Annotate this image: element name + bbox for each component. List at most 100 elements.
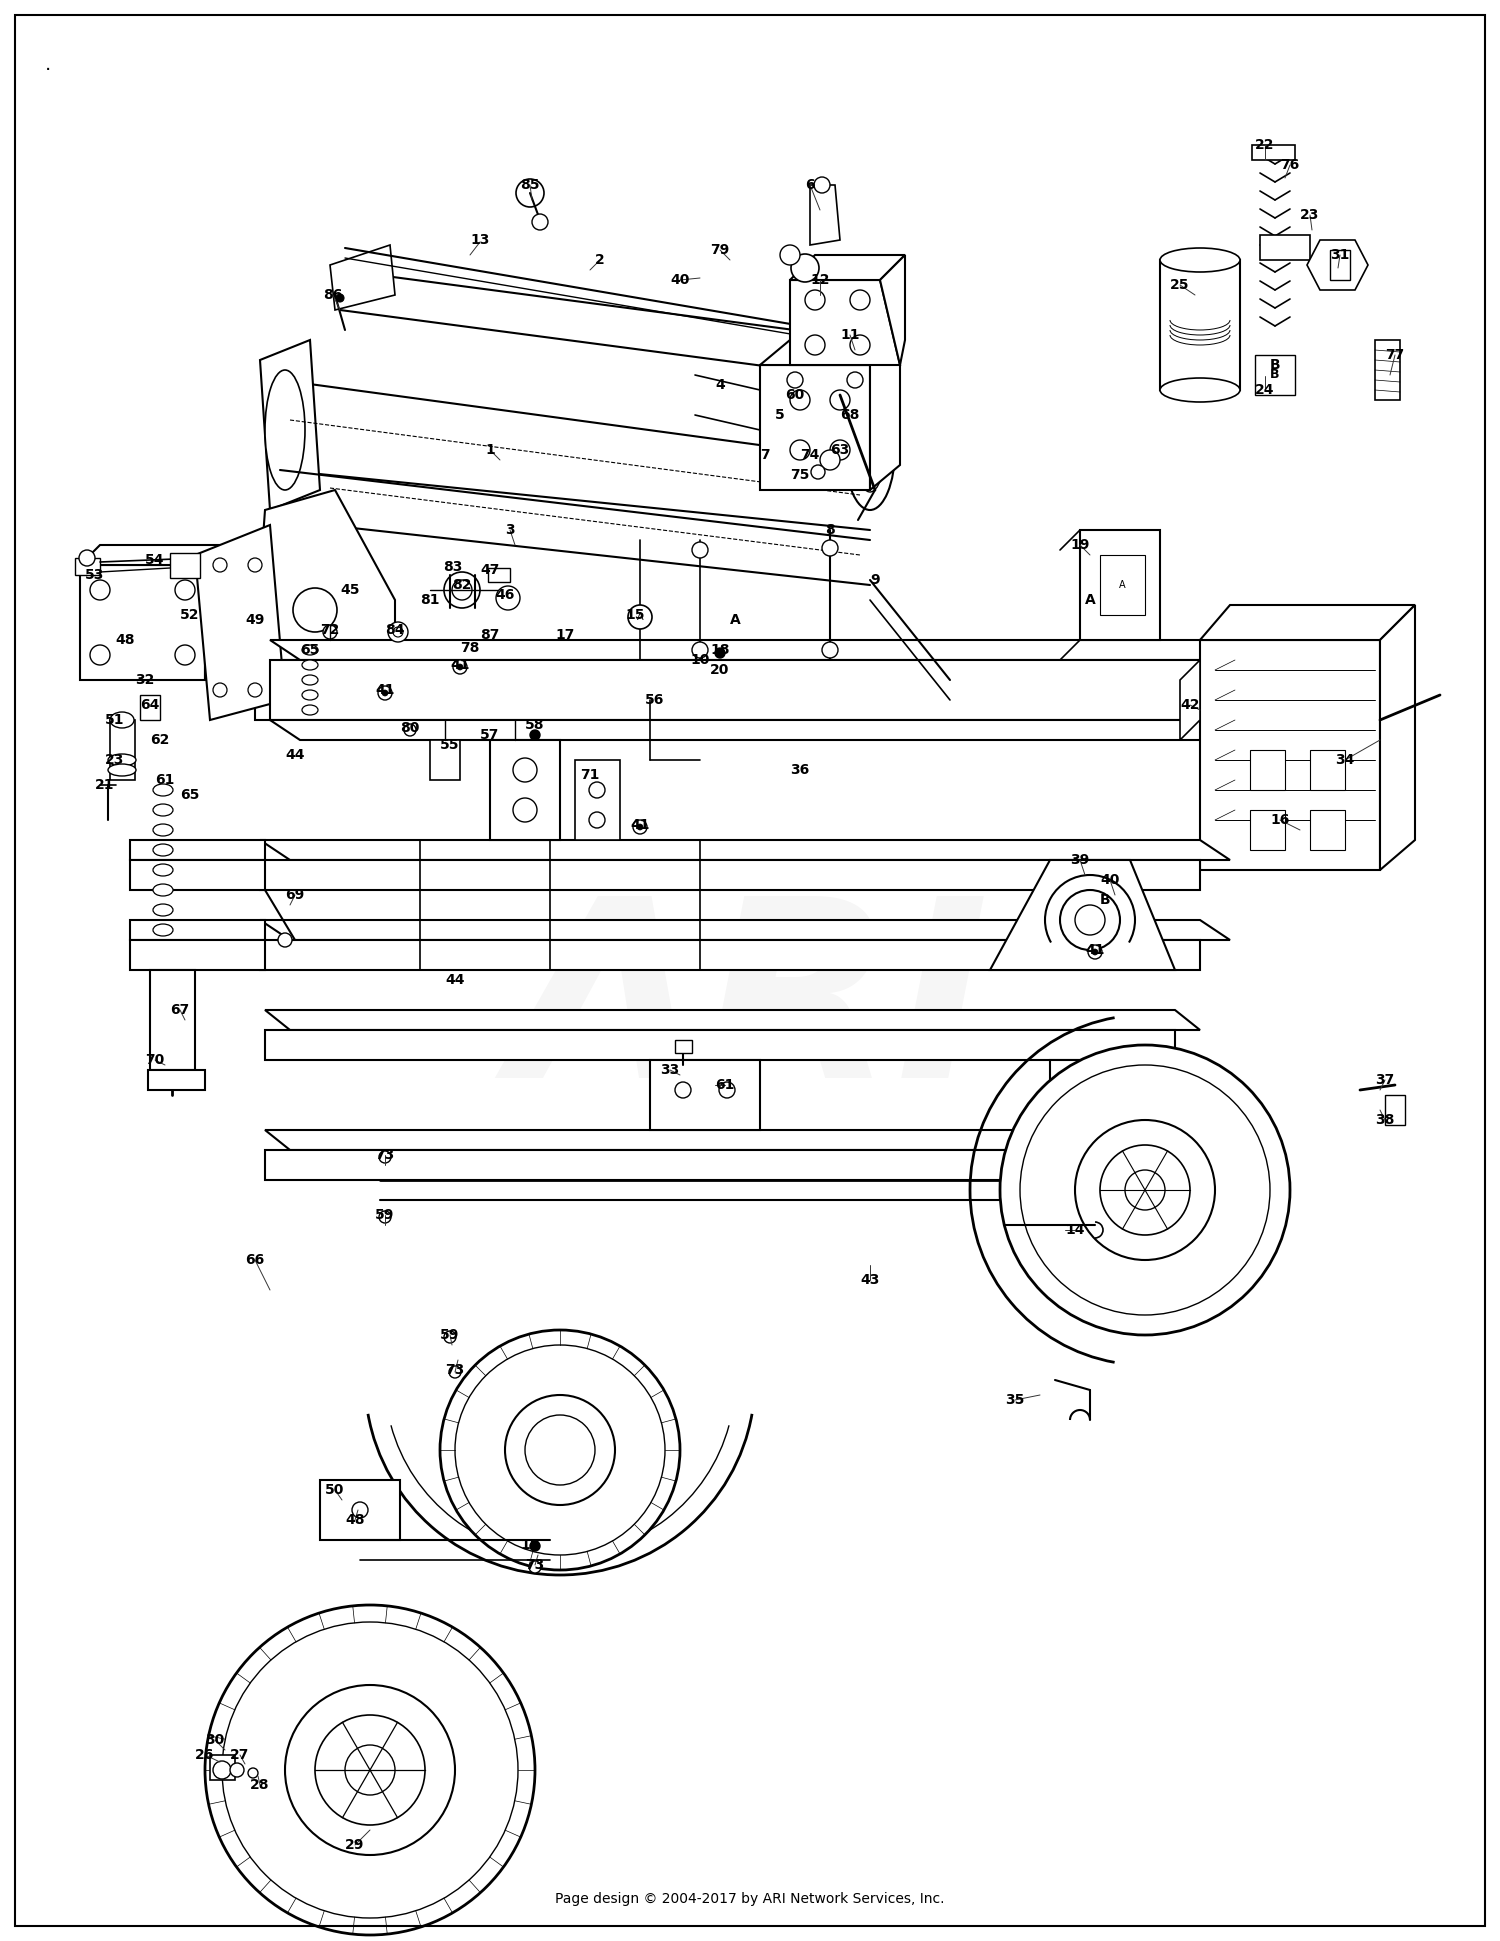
Text: 46: 46 [495, 588, 514, 602]
Polygon shape [990, 860, 1174, 970]
Circle shape [444, 1332, 456, 1343]
Text: 86: 86 [324, 287, 342, 303]
Text: 68: 68 [840, 408, 860, 421]
Text: 75: 75 [790, 468, 810, 481]
Circle shape [788, 373, 802, 388]
Circle shape [248, 557, 262, 573]
Text: 34: 34 [1335, 753, 1354, 767]
Polygon shape [266, 1149, 1174, 1180]
Text: 62: 62 [150, 734, 170, 747]
Circle shape [506, 1396, 615, 1504]
Ellipse shape [302, 675, 318, 685]
Circle shape [530, 1541, 540, 1551]
Circle shape [530, 1561, 542, 1572]
Text: 59: 59 [441, 1328, 459, 1341]
Text: 23: 23 [105, 753, 125, 767]
Polygon shape [1160, 260, 1240, 390]
Polygon shape [790, 280, 900, 365]
Circle shape [90, 580, 110, 600]
Text: 2: 2 [596, 252, 604, 268]
Text: 35: 35 [1005, 1394, 1025, 1407]
Text: 17: 17 [555, 629, 574, 642]
Circle shape [718, 1081, 735, 1099]
Circle shape [590, 811, 604, 829]
Ellipse shape [153, 905, 173, 916]
Circle shape [206, 1605, 536, 1935]
Text: 77: 77 [1386, 347, 1404, 363]
Text: 5: 5 [776, 408, 784, 421]
Polygon shape [210, 1755, 236, 1780]
Text: B: B [1269, 357, 1281, 373]
Circle shape [336, 293, 344, 303]
Polygon shape [1080, 530, 1160, 641]
Text: 22: 22 [1256, 138, 1275, 151]
Text: 45: 45 [340, 582, 360, 598]
Text: 49: 49 [246, 613, 264, 627]
Circle shape [404, 724, 416, 736]
Circle shape [176, 580, 195, 600]
Text: 51: 51 [105, 712, 125, 728]
Polygon shape [574, 761, 620, 840]
Text: 76: 76 [1281, 157, 1299, 173]
Circle shape [315, 1716, 424, 1825]
Ellipse shape [108, 753, 136, 767]
Circle shape [525, 1415, 596, 1485]
Circle shape [633, 819, 646, 835]
Ellipse shape [302, 644, 318, 654]
Circle shape [716, 648, 724, 658]
Text: 32: 32 [135, 674, 154, 687]
Polygon shape [110, 720, 135, 780]
Polygon shape [165, 1000, 195, 1015]
Circle shape [1088, 945, 1102, 959]
Text: 48: 48 [116, 633, 135, 646]
Ellipse shape [153, 924, 173, 936]
Polygon shape [760, 365, 870, 489]
Circle shape [638, 825, 644, 831]
Polygon shape [1200, 606, 1414, 641]
Polygon shape [488, 569, 510, 582]
Circle shape [345, 1745, 394, 1795]
Polygon shape [170, 553, 200, 578]
Polygon shape [80, 545, 225, 565]
Polygon shape [320, 1479, 400, 1539]
Circle shape [850, 336, 870, 355]
Polygon shape [1180, 660, 1200, 740]
Text: 9: 9 [870, 573, 880, 586]
Circle shape [513, 759, 537, 782]
Text: 19: 19 [1071, 538, 1089, 551]
Polygon shape [650, 1060, 760, 1130]
Circle shape [1060, 891, 1120, 949]
Circle shape [590, 782, 604, 798]
Circle shape [806, 336, 825, 355]
Polygon shape [130, 939, 266, 970]
Circle shape [513, 798, 537, 821]
Text: 60: 60 [786, 388, 804, 402]
Text: 65: 65 [180, 788, 200, 802]
Polygon shape [206, 545, 225, 679]
Text: 30: 30 [206, 1733, 225, 1747]
Circle shape [812, 466, 825, 479]
Text: 71: 71 [580, 769, 600, 782]
Text: 23: 23 [1300, 208, 1320, 221]
Circle shape [1066, 1167, 1083, 1182]
Text: 73: 73 [446, 1363, 465, 1376]
Polygon shape [195, 524, 285, 720]
Text: 48: 48 [345, 1512, 364, 1528]
Polygon shape [255, 489, 394, 701]
Circle shape [822, 642, 839, 658]
Text: 31: 31 [1330, 248, 1350, 262]
Text: 78: 78 [460, 641, 480, 654]
Circle shape [1100, 1145, 1190, 1234]
Text: 79: 79 [711, 243, 729, 256]
Text: 13: 13 [471, 233, 489, 247]
Circle shape [285, 1685, 454, 1856]
Circle shape [278, 934, 292, 947]
Text: B: B [1100, 893, 1110, 906]
Polygon shape [1384, 1095, 1406, 1126]
Text: 1: 1 [484, 443, 495, 456]
Polygon shape [760, 340, 900, 365]
Polygon shape [1250, 809, 1286, 850]
Circle shape [806, 289, 825, 311]
Circle shape [1148, 1167, 1162, 1182]
Text: ARI: ARI [510, 889, 990, 1130]
